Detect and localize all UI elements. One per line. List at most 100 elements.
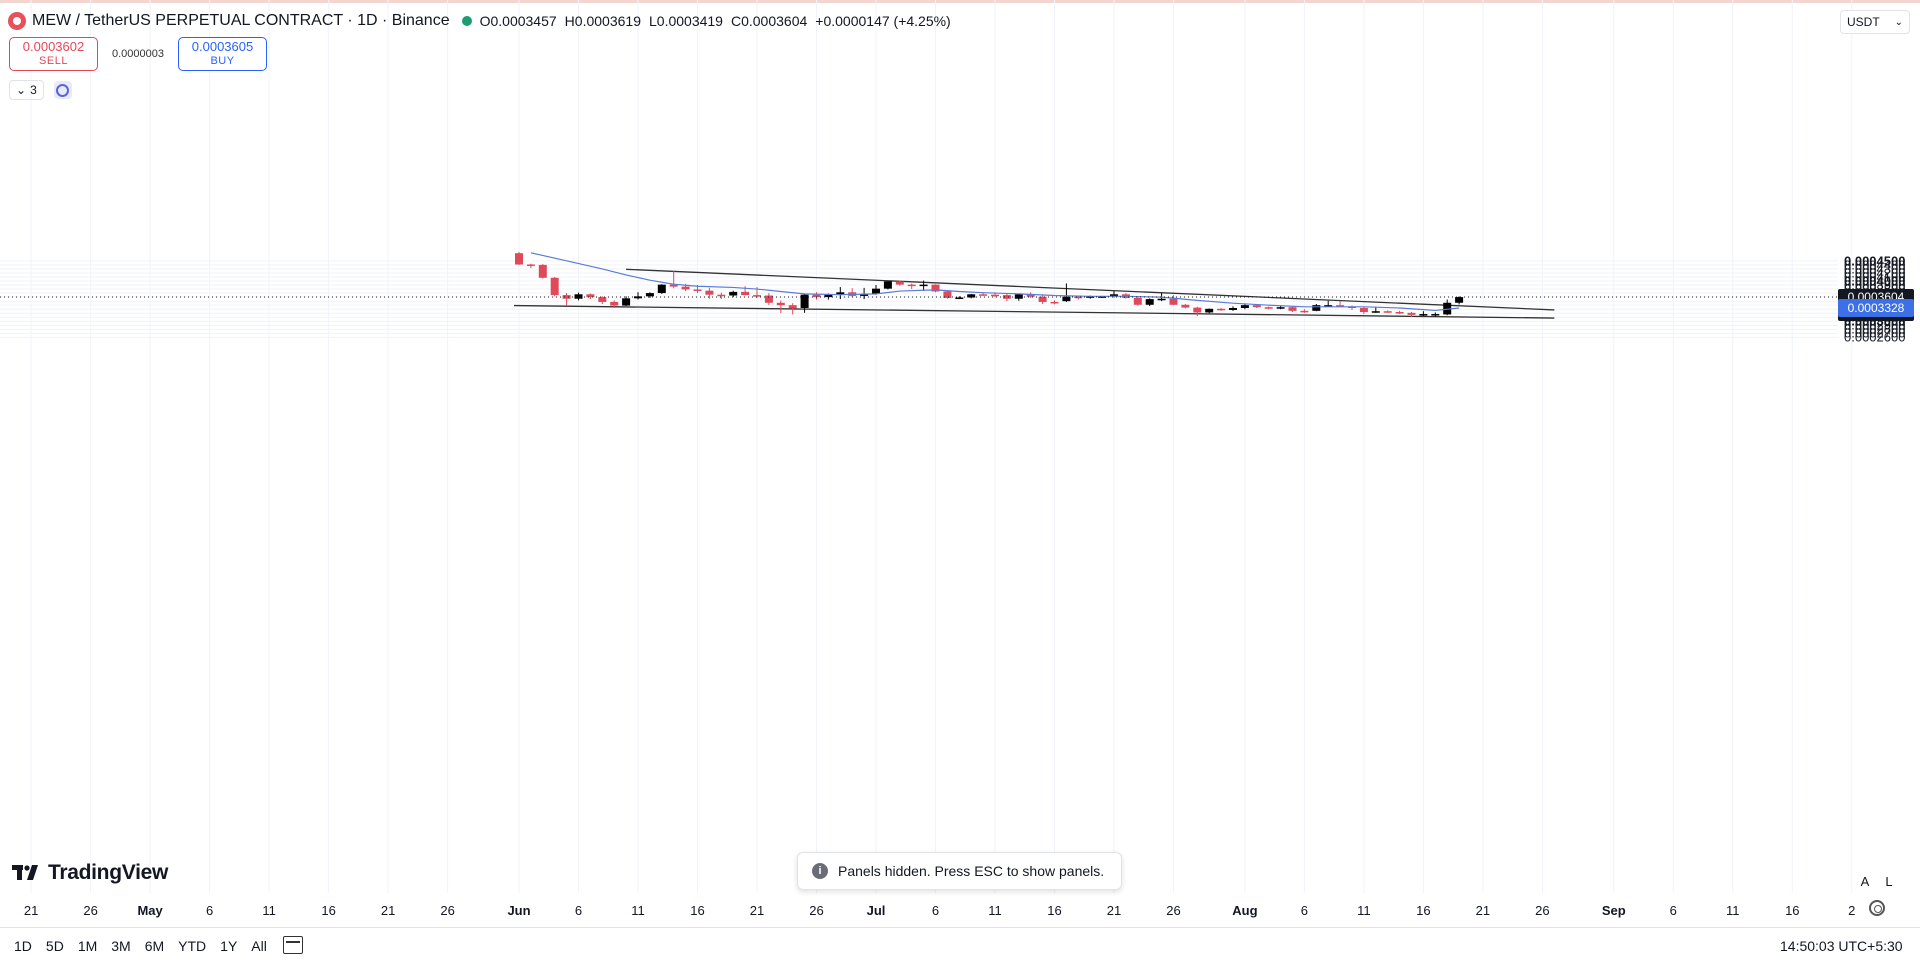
indicator-row: ⌄ 3 [9, 80, 72, 100]
range-1d-button[interactable]: 1D [14, 938, 32, 954]
tradingview-logo[interactable]: TradingView [12, 861, 168, 885]
candle-body [955, 297, 964, 300]
gear-icon[interactable] [1869, 900, 1885, 916]
candle [1383, 310, 1392, 313]
candle [907, 283, 916, 290]
time-label: 16 [1416, 903, 1431, 918]
candle-body [883, 281, 892, 289]
change-value: +0.0000147 (+4.25%) [815, 13, 951, 29]
sync-icon[interactable] [53, 81, 72, 99]
candle [634, 292, 642, 300]
auto-scale-button[interactable]: A [1860, 873, 1870, 889]
candle [800, 293, 809, 313]
trendlines [513, 268, 1555, 319]
time-label: 21 [380, 903, 396, 918]
candle-body [1098, 296, 1107, 298]
time-label: 6 [574, 903, 583, 918]
candle-body [1324, 305, 1333, 307]
time-label: 16 [690, 903, 705, 918]
log-scale-button[interactable]: L [1885, 873, 1893, 889]
time-label: 11 [988, 903, 1002, 918]
candle [931, 284, 940, 293]
range-1y-button[interactable]: 1Y [220, 938, 238, 954]
candle [586, 293, 595, 300]
candle-body [1157, 298, 1166, 301]
candle [1443, 299, 1452, 316]
symbol-legend: MEW / TetherUS PERPETUAL CONTRACT · 1D ·… [8, 10, 951, 32]
buy-button[interactable]: 0.0003605 BUY [178, 37, 267, 71]
candle [1014, 293, 1023, 301]
symbol-title[interactable]: MEW / TetherUS PERPETUAL CONTRACT · 1D ·… [32, 12, 450, 29]
candle [1359, 306, 1368, 315]
time-label: 2 [1848, 903, 1856, 918]
time-label: 16 [1785, 903, 1800, 918]
candle [645, 292, 654, 298]
close-label: C [730, 13, 742, 29]
candle [1419, 311, 1428, 317]
candle-body [705, 290, 714, 295]
candle-body [1229, 308, 1237, 311]
candle-body [526, 264, 535, 266]
price-label: 0.0004400 [1844, 257, 1906, 273]
time-label: 21 [1106, 903, 1122, 918]
range-6m-button[interactable]: 6M [144, 938, 165, 954]
candle [598, 296, 607, 304]
range-all-button[interactable]: All [251, 938, 267, 954]
range-5d-button[interactable]: 5D [45, 938, 64, 954]
calendar-icon[interactable] [283, 936, 303, 954]
currency-value: USDT [1847, 15, 1880, 29]
range-3m-button[interactable]: 3M [111, 938, 131, 954]
info-icon: i [812, 863, 828, 879]
candle-body [717, 294, 726, 297]
candle-body [788, 305, 797, 309]
indicators-toggle-button[interactable]: ⌄ 3 [9, 80, 44, 100]
candle [574, 292, 583, 301]
candle [872, 285, 880, 295]
open-value: 0.0003457 [490, 13, 557, 29]
candle-body [1252, 305, 1261, 308]
candle [1050, 300, 1059, 305]
candle-body [1312, 305, 1321, 311]
panels-hidden-toast: i Panels hidden. Press ESC to show panel… [797, 852, 1122, 890]
candle-body [1383, 311, 1392, 313]
candle [526, 263, 535, 269]
candle [1455, 296, 1464, 305]
candle-body [622, 298, 631, 306]
range-1m-button[interactable]: 1M [77, 938, 98, 954]
candle-body [1407, 312, 1416, 315]
candle [1026, 292, 1035, 298]
candle [776, 300, 785, 314]
candle-body [979, 294, 988, 296]
candle-body [1300, 310, 1309, 313]
candle-body [812, 294, 821, 298]
candle-body [515, 253, 523, 265]
range-ytd-button[interactable]: YTD [178, 938, 207, 954]
time-label: 21 [1475, 903, 1491, 918]
time-label: 26 [83, 903, 98, 918]
candle-body [943, 291, 952, 298]
candle-body [741, 291, 750, 296]
candle [1229, 306, 1237, 311]
price-label: 0.0004000 [1844, 273, 1906, 289]
currency-select[interactable]: USDT ⌄ [1840, 10, 1910, 34]
time-label: Aug [1232, 903, 1258, 918]
clock[interactable]: 14:50:03 UTC+5:30 [1780, 938, 1903, 954]
price-label: 0.0004500 [1844, 253, 1906, 269]
sell-button[interactable]: 0.0003602 SELL [9, 37, 98, 71]
candle [812, 292, 821, 300]
candle-body [1169, 298, 1178, 305]
candle [1193, 306, 1202, 317]
candle [919, 280, 928, 291]
toast-text: Panels hidden. Press ESC to show panels. [838, 863, 1105, 879]
candle-body [1336, 305, 1345, 307]
candle [1169, 295, 1178, 306]
candle [895, 280, 904, 286]
time-label: 26 [809, 903, 824, 918]
price-label: 0.0004300 [1844, 261, 1906, 277]
candle [562, 293, 571, 306]
close-value: 0.0003604 [741, 13, 808, 29]
candle-body [610, 301, 619, 306]
top-accent-bar [0, 0, 1920, 3]
